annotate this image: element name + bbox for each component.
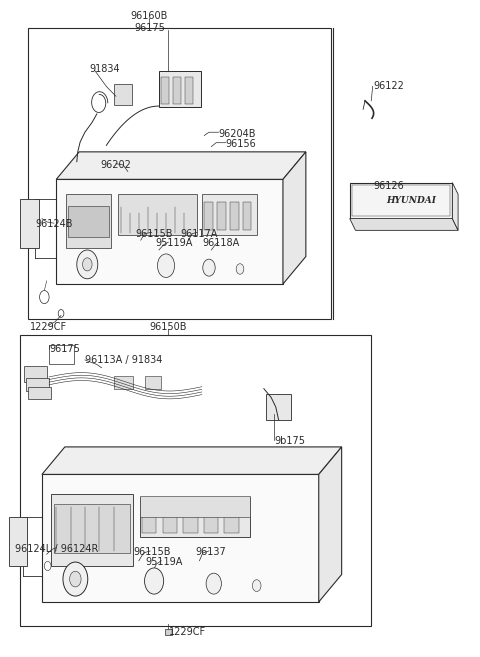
Text: 96175: 96175	[134, 22, 165, 33]
Bar	[144, 376, 161, 389]
Bar	[163, 502, 177, 533]
Bar	[243, 202, 252, 231]
Polygon shape	[56, 152, 306, 179]
Bar	[140, 496, 250, 517]
Circle shape	[63, 562, 88, 596]
Text: 9b175: 9b175	[275, 436, 305, 446]
Polygon shape	[42, 447, 342, 474]
Circle shape	[157, 254, 175, 277]
Text: 96115B: 96115B	[135, 229, 173, 238]
Bar	[352, 185, 450, 216]
Bar	[49, 345, 74, 365]
Text: 96204B: 96204B	[218, 129, 256, 139]
Text: 96115B: 96115B	[133, 547, 170, 557]
Text: 96124B: 96124B	[35, 219, 72, 229]
Bar	[159, 72, 201, 107]
Text: 96150B: 96150B	[150, 322, 187, 332]
Bar	[56, 179, 283, 284]
Polygon shape	[350, 219, 458, 231]
Bar	[68, 206, 109, 237]
Polygon shape	[452, 183, 458, 231]
Text: 96126: 96126	[373, 181, 404, 191]
Bar	[217, 202, 226, 231]
Text: 96175: 96175	[49, 344, 80, 354]
Bar	[173, 77, 181, 104]
Bar	[204, 202, 213, 231]
Text: 96137: 96137	[195, 547, 226, 557]
Text: 96156: 96156	[226, 139, 256, 149]
Polygon shape	[283, 152, 306, 284]
Bar	[51, 494, 132, 566]
Bar	[114, 84, 132, 104]
Bar	[114, 376, 132, 389]
Bar	[9, 517, 27, 566]
Bar	[202, 194, 257, 235]
Text: 91834: 91834	[90, 64, 120, 74]
Text: 96124L / 96124R: 96124L / 96124R	[14, 544, 98, 554]
Bar	[183, 502, 198, 533]
Bar	[140, 497, 250, 537]
Bar	[21, 199, 38, 248]
Bar	[230, 202, 239, 231]
Bar	[28, 387, 51, 399]
Bar	[185, 77, 193, 104]
Bar	[266, 394, 291, 420]
Text: 96160B: 96160B	[131, 11, 168, 21]
Circle shape	[77, 250, 98, 279]
Bar	[28, 28, 331, 319]
Circle shape	[83, 258, 92, 271]
Bar	[204, 502, 218, 533]
Bar	[54, 504, 130, 553]
Text: 96122: 96122	[373, 81, 405, 91]
Text: 96118A: 96118A	[202, 238, 240, 248]
Bar	[42, 474, 319, 602]
Text: 95119A: 95119A	[156, 238, 193, 248]
Bar	[66, 194, 111, 248]
Text: HYUNDAI: HYUNDAI	[386, 196, 436, 205]
Circle shape	[144, 568, 164, 594]
Text: 96117A: 96117A	[181, 229, 218, 238]
Text: 95119A: 95119A	[145, 557, 182, 567]
Bar	[26, 378, 49, 391]
Circle shape	[236, 263, 244, 274]
Text: 1229CF: 1229CF	[169, 627, 206, 637]
Text: 96113A / 91834: 96113A / 91834	[85, 355, 162, 365]
Circle shape	[206, 573, 221, 594]
Bar	[161, 77, 169, 104]
Bar	[165, 629, 172, 635]
Circle shape	[203, 259, 215, 276]
Circle shape	[70, 571, 81, 587]
Bar	[142, 502, 156, 533]
Bar	[24, 366, 47, 382]
Bar	[350, 183, 452, 219]
Bar	[224, 502, 239, 533]
Bar	[118, 194, 197, 235]
Text: 1229CF: 1229CF	[30, 321, 67, 332]
Bar	[21, 335, 371, 626]
Text: 96202: 96202	[100, 160, 132, 170]
Circle shape	[252, 579, 261, 591]
Polygon shape	[319, 447, 342, 602]
